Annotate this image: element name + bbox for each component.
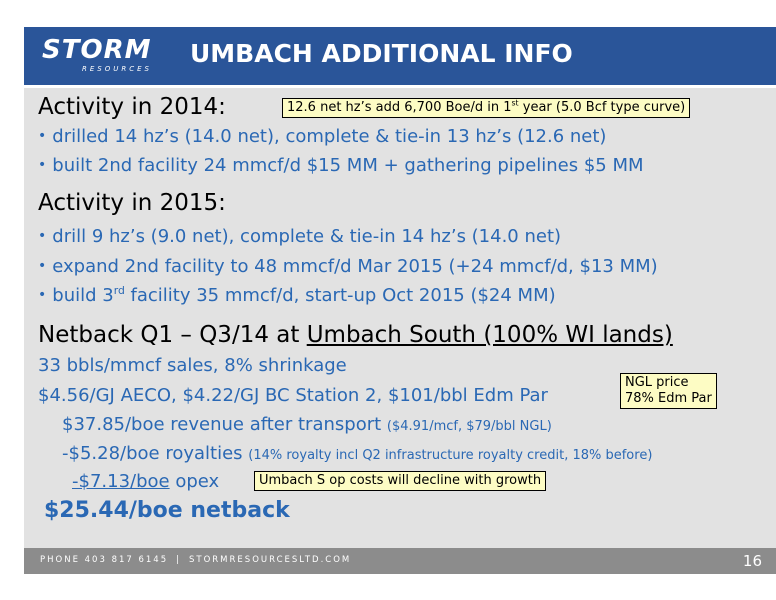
callout-ngl-line2: 78% Edm Par [625, 391, 712, 406]
netback-opex-line: -$7.13/boe opex [72, 471, 219, 492]
logo-wordmark: STORM [42, 35, 152, 65]
bullet-2015-drill: • drill 9 hz’s (9.0 net), complete & tie-… [38, 226, 561, 247]
bullet-text: built 2nd facility 24 mmcf/d $15 MM + ga… [52, 155, 644, 176]
opex-value: -$7.13/boe [72, 471, 170, 492]
heading-activity-2015: Activity in 2015: [38, 190, 226, 216]
page-number: 16 [742, 552, 762, 570]
bullet-text-a: build 3 [52, 285, 114, 306]
revenue-main: $37.85/boe revenue after transport [62, 414, 387, 435]
netback-prices-line: $4.56/GJ AECO, $4.22/GJ BC Station 2, $1… [38, 385, 548, 406]
storm-logo: STORM RESOURCES [34, 31, 164, 81]
footer-phone: PHONE 403 817 6145 [40, 555, 169, 565]
footer-website: STORMRESOURCESLTD.COM [189, 555, 352, 565]
netback-sales-line: 33 bbls/mmcf sales, 8% shrinkage [38, 355, 347, 376]
bullet-dot: • [38, 128, 47, 144]
callout-2014-production: 12.6 net hz’s add 6,700 Boe/d in 1st yea… [282, 98, 691, 118]
logo-subtext: RESOURCES [82, 65, 152, 73]
netback-total: $25.44/boe netback [44, 498, 290, 523]
callout-2014-text-a: 12.6 net hz’s add 6,700 Boe/d in 1 [287, 100, 512, 115]
callout-opex: Umbach S op costs will decline with grow… [254, 471, 547, 491]
heading-activity-2014: Activity in 2014: [38, 94, 226, 120]
slide-title: UMBACH ADDITIONAL INFO [190, 39, 573, 68]
royalties-note: (14% royalty incl Q2 infrastructure roya… [248, 448, 653, 463]
bullet-text: drilled 14 hz’s (14.0 net), complete & t… [52, 126, 607, 147]
slide-header: STORM RESOURCES UMBACH ADDITIONAL INFO [24, 27, 776, 85]
callout-ngl-line1: NGL price [625, 375, 689, 390]
callout-2014-text-b: year (5.0 Bcf type curve) [518, 100, 686, 115]
netback-heading-text: Netback Q1 – Q3/14 at [38, 322, 307, 348]
bullet-dot: • [38, 287, 47, 303]
opex-label: opex [169, 471, 220, 492]
bullet-text: drill 9 hz’s (9.0 net), complete & tie-i… [52, 226, 562, 247]
netback-royalties-line: -$5.28/boe royalties (14% royalty incl Q… [62, 443, 652, 464]
bullet-2014-facility: • built 2nd facility 24 mmcf/d $15 MM + g… [38, 155, 644, 176]
footer-contact: PHONE 403 817 6145 | STORMRESOURCESLTD.COM [40, 555, 351, 565]
netback-revenue-line: $37.85/boe revenue after transport ($4.9… [62, 414, 552, 435]
bullet-2015-build: • build 3rd facility 35 mmcf/d, start-up … [38, 285, 556, 306]
slide-footer: PHONE 403 817 6145 | STORMRESOURCESLTD.COM… [24, 548, 776, 574]
bullet-text: expand 2nd facility to 48 mmcf/d Mar 201… [52, 256, 658, 277]
bullet-2014-drilled: • drilled 14 hz’s (14.0 net), complete & … [38, 126, 606, 147]
heading-netback: Netback Q1 – Q3/14 at Umbach South (100%… [38, 322, 673, 348]
royalties-main: -$5.28/boe royalties [62, 443, 249, 464]
bullet-text-b: facility 35 mmcf/d, start-up Oct 2015 ($… [124, 285, 556, 306]
bullet-dot: • [38, 157, 47, 173]
revenue-note: ($4.91/mcf, $79/bbl NGL) [386, 419, 552, 434]
bullet-dot: • [38, 228, 47, 244]
bullet-sup: rd [113, 284, 125, 297]
bullet-dot: • [38, 258, 47, 274]
footer-separator: | [176, 555, 181, 565]
bullet-2015-expand: • expand 2nd facility to 48 mmcf/d Mar 20… [38, 256, 658, 277]
callout-2014-sup: st [511, 98, 519, 108]
netback-heading-underlined: Umbach South (100% WI lands) [306, 322, 673, 348]
callout-ngl-price: NGL price 78% Edm Par [620, 373, 717, 409]
